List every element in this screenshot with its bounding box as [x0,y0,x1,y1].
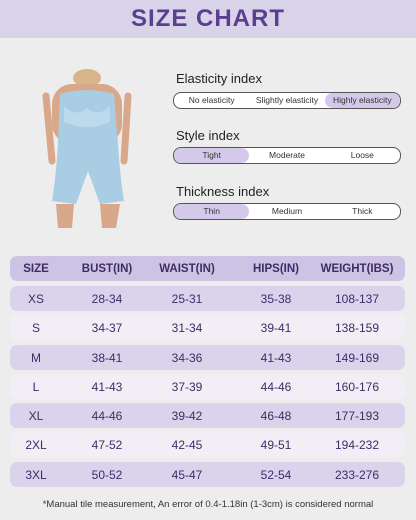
cell: BUST(IN) [81,262,133,275]
table-row: XL 44-46 39-42 46-48 177-193 [10,403,405,428]
cell: 49-51 [260,437,292,452]
cell: S [31,320,41,335]
segmented-control: Thin Medium Thick [173,203,401,220]
header: SIZE CHART [0,0,416,38]
option[interactable]: Slightly elasticity [255,95,319,105]
cell: 233-276 [334,467,380,482]
cell: XS [27,291,45,306]
cell: 39-42 [171,408,203,423]
cell: 44-46 [260,379,292,394]
cell: 34-37 [91,320,123,335]
table-row: M 38-41 34-36 41-43 149-169 [10,345,405,370]
cell: 149-169 [334,350,380,365]
cell: 160-176 [334,379,380,394]
cell: WAIST(IN) [159,262,215,275]
cell: 41-43 [260,350,292,365]
cell: 108-137 [334,291,380,306]
cell: 177-193 [334,408,380,423]
option-selected[interactable]: Thin [174,204,250,219]
index-title: Style index [176,128,240,143]
option[interactable]: Loose [350,150,374,160]
option[interactable]: Moderate [269,150,305,160]
cell: M [31,350,41,365]
cell: SIZE [23,262,49,275]
cell: 44-46 [91,408,123,423]
cell: 47-52 [91,437,123,452]
cell: XL [28,408,44,423]
cell: 34-36 [171,350,203,365]
option[interactable]: Medium [271,206,303,216]
cell: HIPS(IN) [253,262,299,275]
cell: 45-47 [171,467,203,482]
option-selected[interactable]: Highly elasticity [324,93,400,108]
cell: WEIGHT(IBS) [320,262,394,275]
table-row: S 34-37 31-34 39-41 138-159 [10,315,405,340]
table-row: 2XL 47-52 42-45 49-51 194-232 [10,432,405,457]
cell: 28-34 [91,291,123,306]
cell: 2XL [25,437,47,452]
title: SIZE CHART [131,5,285,32]
cell: 35-38 [260,291,292,306]
table-row: XS 28-34 25-31 35-38 108-137 [10,286,405,311]
cell: 25-31 [171,291,203,306]
option-selected[interactable]: Tight [174,148,250,163]
table-row: L 41-43 37-39 44-46 160-176 [10,374,405,399]
cell: 3XL [25,467,47,482]
index-title: Elasticity index [176,71,262,86]
segmented-control: Tight Moderate Loose [173,147,401,164]
cell: 31-34 [171,320,203,335]
cell: 46-48 [260,408,292,423]
segmented-control: No elasticity Slightly elasticity Highly… [173,92,401,109]
cell: 50-52 [91,467,123,482]
cell: 194-232 [334,437,380,452]
index-title: Thickness index [176,184,270,199]
cell: 41-43 [91,379,123,394]
option[interactable]: Thick [352,206,373,216]
cell: 38-41 [91,350,123,365]
cell: L [32,379,40,394]
cell: 39-41 [260,320,292,335]
cell: 42-45 [171,437,203,452]
cell: 52-54 [260,467,292,482]
option[interactable]: No elasticity [188,95,235,105]
header-row: SIZE BUST(IN) WAIST(IN) HIPS(IN) WEIGHT(IBS) [10,256,405,281]
footnote: *Manual tile measurement, An error of 0.… [42,499,374,510]
table-row: 3XL 50-52 45-47 52-54 233-276 [10,462,405,487]
model-photo [42,69,132,228]
cell: 37-39 [171,379,203,394]
cell: 138-159 [334,320,380,335]
